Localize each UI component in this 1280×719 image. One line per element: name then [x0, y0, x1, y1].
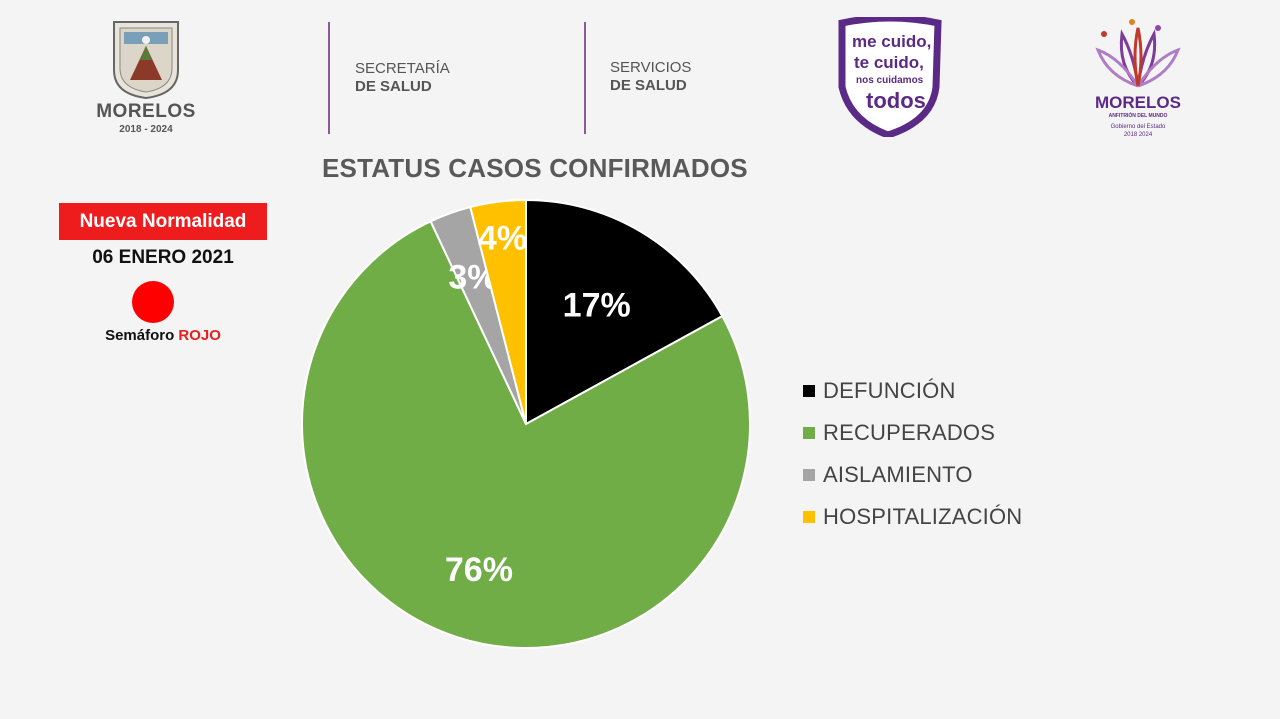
legend-swatch — [803, 511, 815, 523]
legend-item: HOSPITALIZACIÓN — [803, 496, 1022, 538]
svg-text:todos: todos — [866, 88, 926, 113]
legend-swatch — [803, 469, 815, 481]
divider — [328, 22, 330, 134]
pie-slice-recuperados — [301, 219, 751, 649]
legend-label: AISLAMIENTO — [823, 462, 973, 487]
svg-text:2018 2024: 2018 2024 — [1124, 132, 1153, 138]
semaforo-label: Semáforo ROJO — [59, 327, 267, 344]
svg-text:nos cuidamos: nos cuidamos — [856, 75, 924, 86]
agency-servicios: SERVICIOS DE SALUD — [610, 59, 691, 95]
legend-swatch — [803, 385, 815, 397]
pie-slice-hospitalización — [469, 198, 527, 425]
agency-secretaria: SECRETARÍA DE SALUD — [355, 60, 450, 96]
legend-label: HOSPITALIZACIÓN — [823, 504, 1023, 529]
legend-item: DEFUNCIÓN — [803, 370, 1022, 412]
legend-item: RECUPERADOS — [803, 412, 1022, 454]
legend-swatch — [803, 427, 815, 439]
morelos-seal-logo — [113, 21, 179, 100]
svg-text:te cuido,: te cuido, — [854, 53, 924, 72]
chart-legend: DEFUNCIÓN RECUPERADOS AISLAMIENTO HOSPITALI… — [803, 370, 1022, 538]
semaforo-color: ROJO — [178, 327, 221, 344]
pie-data-label: 17% — [563, 286, 631, 324]
campaign-logo: me cuido, te cuido, nos cuidamos todos — [838, 17, 942, 137]
svg-text:MORELOS: MORELOS — [1095, 93, 1181, 112]
nueva-normalidad-badge: Nueva Normalidad — [59, 203, 267, 240]
left-logo-years: 2018 - 2024 — [119, 124, 173, 135]
status-date: 06 ENERO 2021 — [92, 247, 234, 268]
pie-slice-defunción — [525, 198, 724, 426]
legend-label: DEFUNCIÓN — [823, 378, 956, 403]
pie-data-label: 76% — [445, 551, 513, 589]
legend-item: AISLAMIENTO — [803, 454, 1022, 496]
morelos-anfitrion-logo: MORELOS ANFITRIÓN DEL MUNDO Gobierno del… — [1095, 19, 1181, 138]
chart-title: ESTATUS CASOS CONFIRMADOS — [322, 153, 748, 183]
semaforo-text: Semáforo — [105, 327, 175, 344]
agency-line2: DE SALUD — [355, 78, 432, 95]
svg-text:me cuido,: me cuido, — [852, 32, 931, 51]
agency-line2: DE SALUD — [610, 77, 687, 94]
agency-line1: SECRETARÍA — [355, 60, 450, 77]
svg-text:Gobierno del Estado: Gobierno del Estado — [1111, 124, 1166, 130]
agency-line1: SERVICIOS — [610, 59, 692, 76]
svg-text:ANFITRIÓN DEL MUNDO: ANFITRIÓN DEL MUNDO — [1109, 111, 1168, 119]
pie-data-label: 4% — [478, 219, 527, 257]
left-logo-title: MORELOS — [96, 101, 196, 122]
semaforo-indicator — [132, 281, 174, 323]
divider — [584, 22, 586, 134]
legend-label: RECUPERADOS — [823, 420, 996, 445]
